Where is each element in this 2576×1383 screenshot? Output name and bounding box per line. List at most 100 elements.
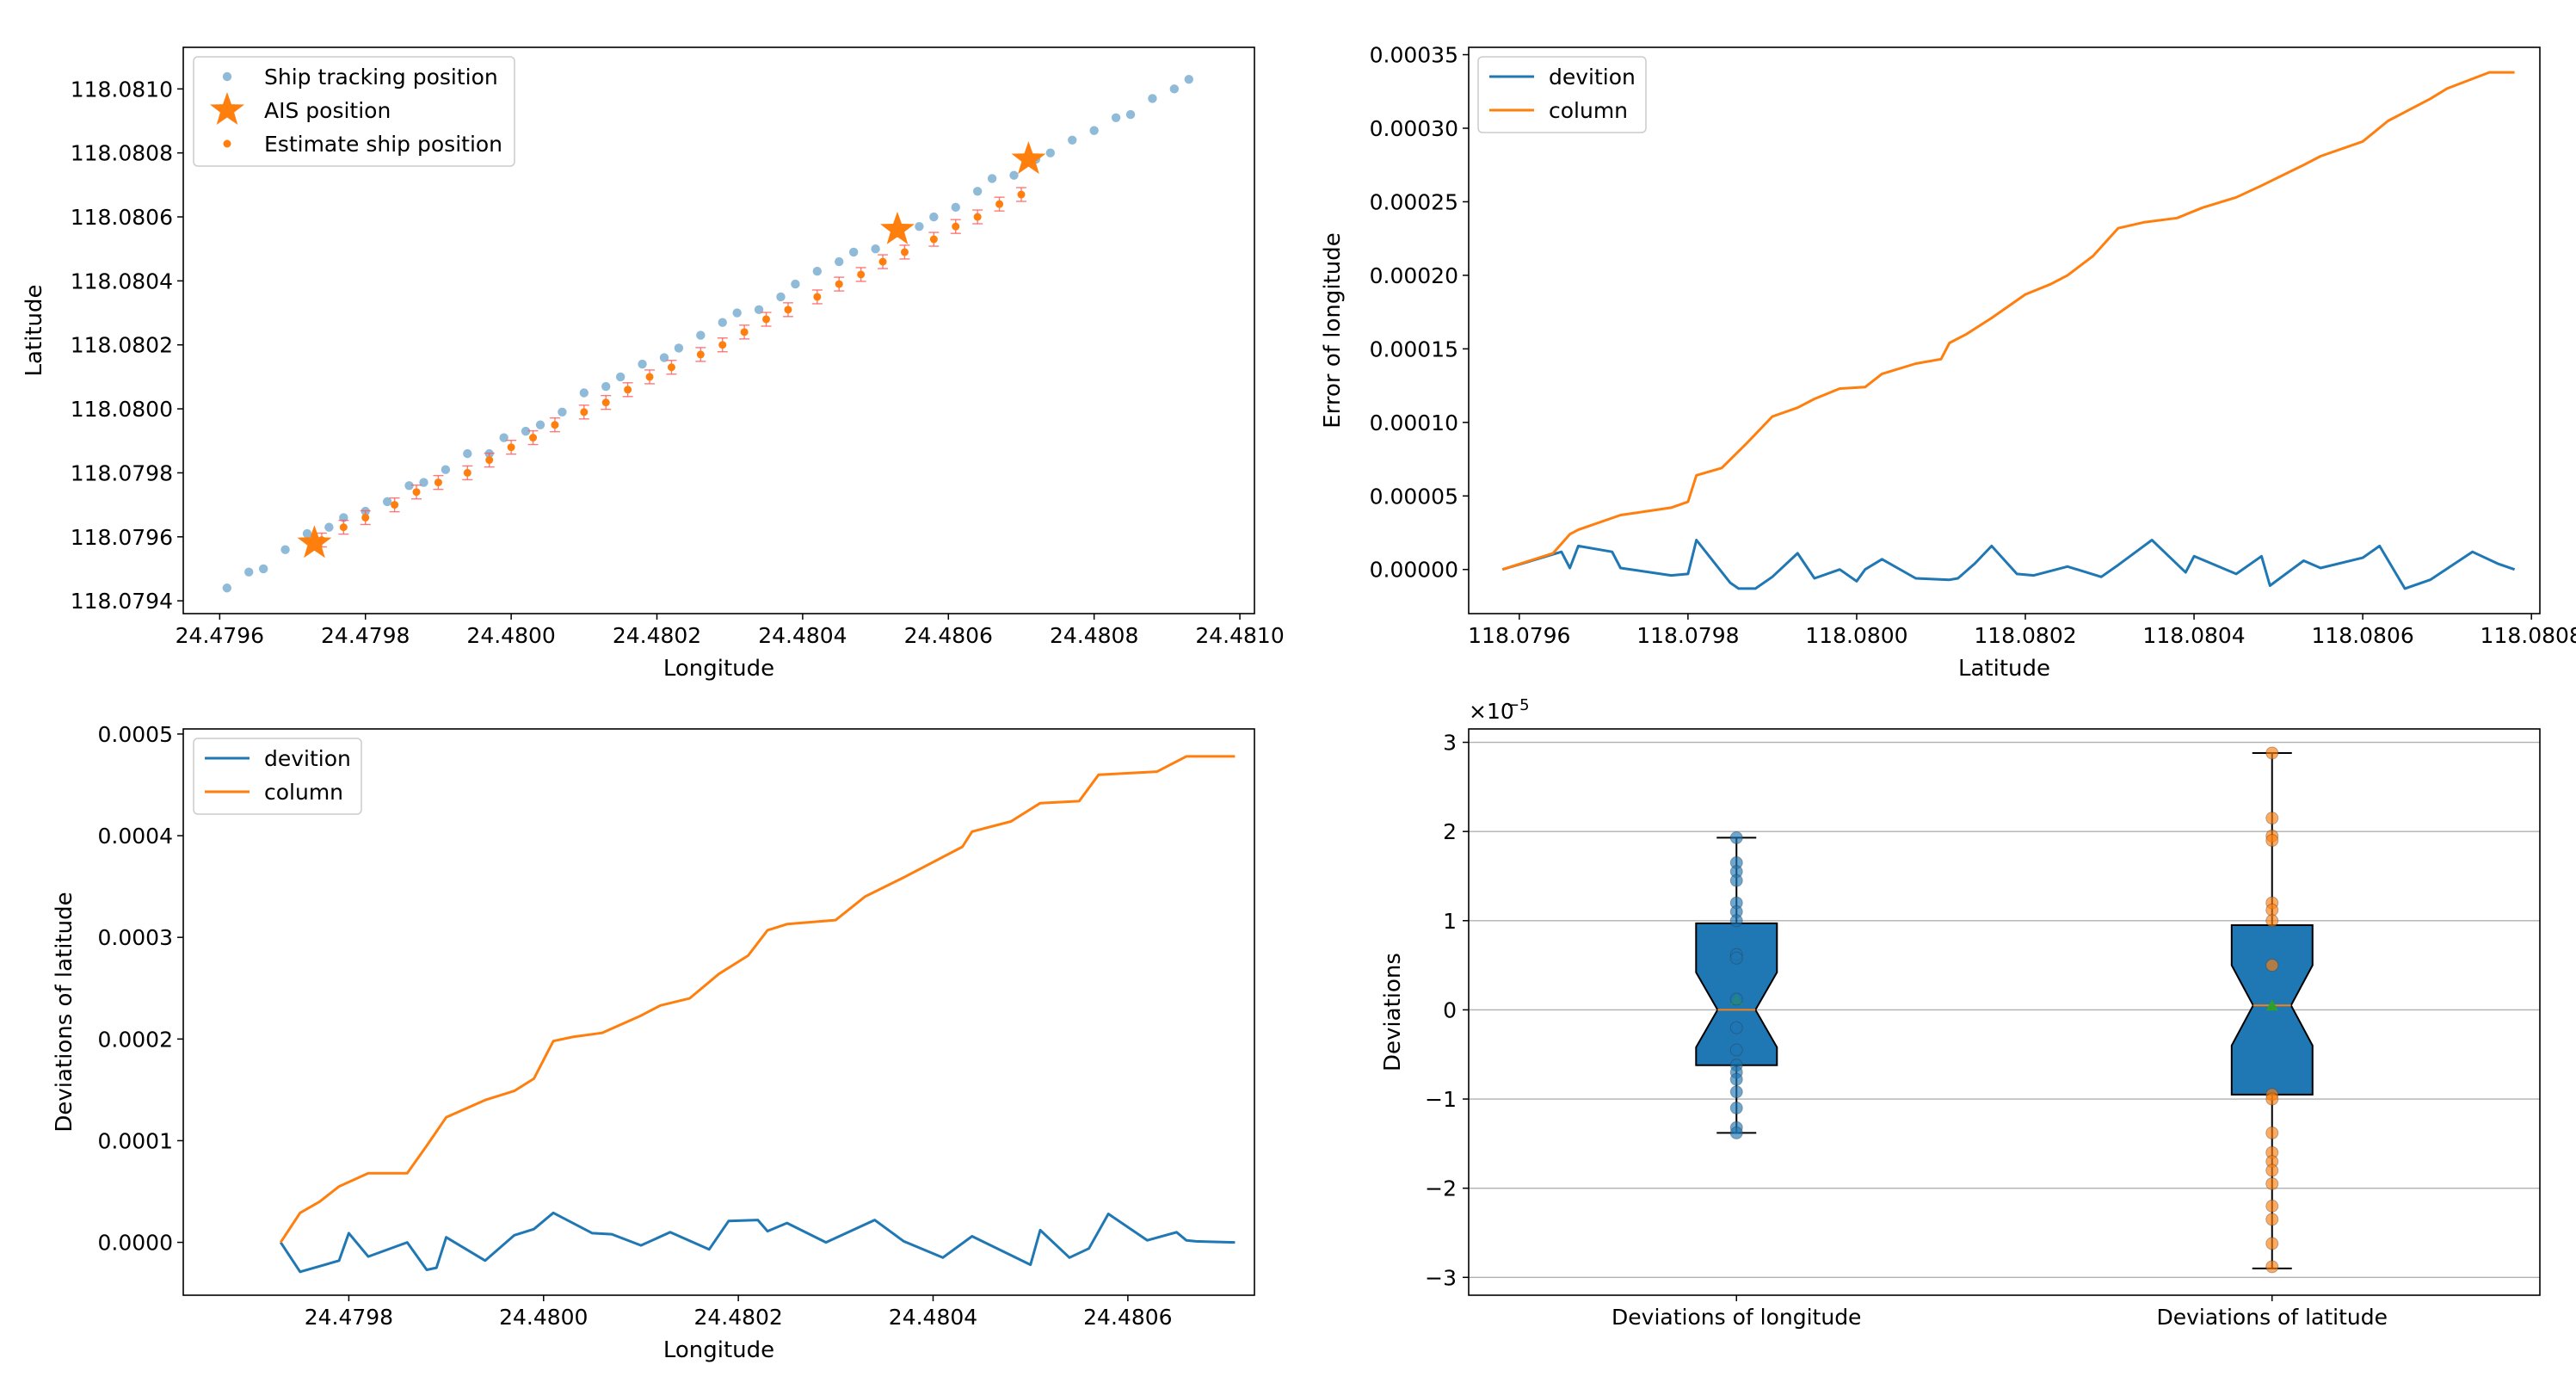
- y-tick-label: 0.00020: [1370, 263, 1458, 288]
- tracking-point: [871, 244, 880, 254]
- tracking-point: [929, 212, 939, 222]
- estimate-point: [645, 373, 654, 381]
- x-tick-label: 24.4798: [305, 1305, 393, 1330]
- data-point: [1729, 992, 1743, 1006]
- y-tick-label: −2: [1425, 1176, 1457, 1201]
- estimate-point: [485, 456, 494, 465]
- x-tick-label: 24.4806: [904, 623, 993, 648]
- data-point: [1729, 1126, 1743, 1139]
- estimate-point: [434, 478, 442, 487]
- x-tick-label: 118.0802: [1974, 623, 2076, 648]
- x-tick-label: 24.4796: [176, 623, 264, 648]
- estimate-point: [624, 386, 632, 394]
- y-tick-label: 0.00025: [1370, 189, 1458, 214]
- data-point: [1729, 1021, 1743, 1034]
- tracking-point: [535, 420, 545, 429]
- scale-factor-exponent: −5: [1507, 696, 1530, 714]
- data-point: [2265, 959, 2279, 972]
- y-tick-label: 118.0798: [71, 460, 173, 485]
- legend-label: Estimate ship position: [264, 132, 502, 157]
- y-tick-label: 118.0808: [71, 141, 173, 166]
- y-tick-label: 0.0001: [98, 1128, 173, 1153]
- estimate-point: [929, 235, 938, 244]
- x-tick-label: 24.4808: [1050, 623, 1138, 648]
- longitude-error-panel: 118.0796 118.0798 118.0800 118.0802 118.0804…: [1320, 43, 2576, 682]
- tracking-point: [848, 247, 859, 257]
- y-tick-label: 0.0005: [98, 722, 173, 747]
- y-tick-label: 3: [1443, 731, 1457, 756]
- data-point: [1729, 1043, 1743, 1057]
- y-tick-label: 118.0796: [71, 525, 173, 550]
- data-point: [2265, 1164, 2279, 1177]
- tracking-point: [615, 372, 626, 382]
- x-tick-label: 118.0804: [2142, 623, 2245, 648]
- data-point: [2265, 1092, 2279, 1106]
- y-tick-label: 0.00005: [1370, 484, 1458, 509]
- tracking-point: [1045, 148, 1056, 157]
- tracking-point: [972, 187, 983, 196]
- tracking-point: [244, 567, 254, 577]
- tracking-point: [1068, 135, 1077, 145]
- tracking-point: [558, 407, 567, 417]
- estimate-point: [813, 293, 822, 301]
- tracking-point: [521, 426, 531, 436]
- estimate-point: [696, 350, 705, 359]
- legend-label: column: [1549, 98, 1628, 123]
- tracking-point: [579, 388, 589, 398]
- legend-tracking-marker: [222, 71, 232, 82]
- legend-estimate-marker: [223, 139, 231, 148]
- legend-box: [193, 56, 515, 167]
- y-tick-label: −1: [1425, 1087, 1457, 1112]
- tracking-point: [324, 522, 334, 532]
- data-point: [2265, 1260, 2279, 1274]
- tracking-point: [718, 318, 727, 327]
- estimate-point: [507, 443, 515, 452]
- estimate-point: [361, 513, 370, 522]
- estimate-point: [463, 468, 471, 477]
- y-axis-label: Deviations of latitude: [52, 892, 77, 1132]
- legend-ais-marker: [210, 92, 244, 125]
- x-tick-label: 118.0808: [2480, 623, 2576, 648]
- tracking-point: [638, 359, 647, 369]
- data-point: [1729, 830, 1743, 844]
- y-tick-label: 118.0804: [71, 269, 173, 293]
- x-tick-label: 24.4804: [889, 1305, 977, 1330]
- estimate-point: [973, 213, 982, 221]
- tracking-point: [601, 381, 611, 392]
- tracking-point: [791, 279, 800, 289]
- data-point: [2265, 1199, 2279, 1213]
- y-tick-label: 2: [1443, 819, 1457, 844]
- estimate-point: [952, 222, 960, 231]
- scale-factor-label: ×10: [1469, 699, 1514, 724]
- tracking-point: [463, 448, 472, 459]
- axes-frame: [182, 46, 1255, 614]
- tracking-point: [222, 583, 232, 593]
- y-axis-label: Deviations: [1380, 953, 1406, 1071]
- ais-star: [1011, 141, 1046, 175]
- x-tick-label: 24.4806: [1083, 1305, 1172, 1330]
- estimate-point: [740, 328, 749, 336]
- estimate-point: [835, 280, 843, 288]
- tracking-point: [1148, 94, 1157, 103]
- tracking-point: [835, 256, 844, 267]
- tracking-point: [302, 528, 312, 539]
- tracking-point: [1111, 113, 1121, 122]
- data-point: [2265, 834, 2279, 848]
- tracking-point: [1125, 109, 1136, 120]
- mean-marker: [2265, 999, 2278, 1011]
- series-line-column: [279, 755, 1236, 1244]
- estimate-point: [667, 363, 675, 372]
- data-point: [2265, 903, 2279, 917]
- series-line-devition: [279, 1211, 1236, 1274]
- tracking-point: [1089, 126, 1099, 135]
- data-point: [2265, 812, 2279, 825]
- x-tick-label: Deviations of longitude: [1612, 1305, 1861, 1330]
- estimate-point: [339, 523, 348, 532]
- tracking-point: [441, 465, 451, 474]
- x-tick-label: 24.4804: [758, 623, 847, 648]
- x-tick-label: 24.4798: [321, 623, 410, 648]
- y-tick-label: 0.00030: [1370, 116, 1458, 141]
- y-tick-label: 118.0802: [71, 333, 173, 358]
- tracking-point: [696, 330, 706, 340]
- data-point: [1729, 951, 1743, 965]
